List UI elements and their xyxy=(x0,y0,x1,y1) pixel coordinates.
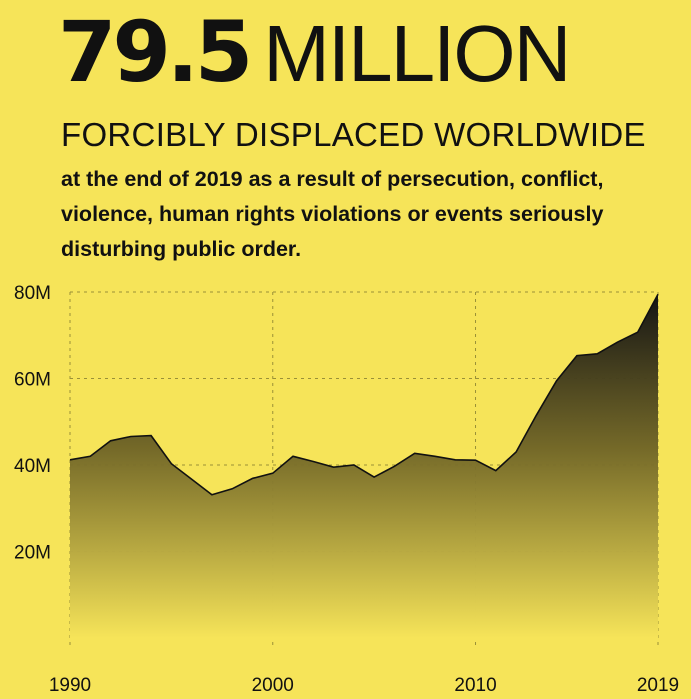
description: at the end of 2019 as a result of persec… xyxy=(61,167,604,261)
x-tick-label: 1990 xyxy=(49,675,91,696)
x-tick-label: 2019 xyxy=(637,675,679,696)
x-tick-label: 2010 xyxy=(454,675,496,696)
subtitle: FORCIBLY DISPLACED WORLDWIDE xyxy=(61,116,646,153)
y-tick-label: 20M xyxy=(14,543,51,564)
headline-unit: MILLION xyxy=(263,9,571,98)
y-tick-label: 40M xyxy=(14,456,51,477)
headline-number: 79.5 xyxy=(58,3,253,101)
area-series xyxy=(70,294,658,638)
area-outline xyxy=(69,293,659,496)
y-axis-ticks: 20M 40M 60M 80M xyxy=(14,283,51,564)
displacement-area-chart: 20M 40M 60M 80M 1990 2000 2010 2019 xyxy=(14,283,679,696)
y-tick-label: 80M xyxy=(14,283,51,304)
x-axis-ticks: 1990 2000 2010 2019 xyxy=(49,675,679,696)
headline: 79.5 MILLION xyxy=(58,10,571,94)
y-tick-label: 60M xyxy=(14,370,51,391)
x-tick-label: 2000 xyxy=(252,675,294,696)
